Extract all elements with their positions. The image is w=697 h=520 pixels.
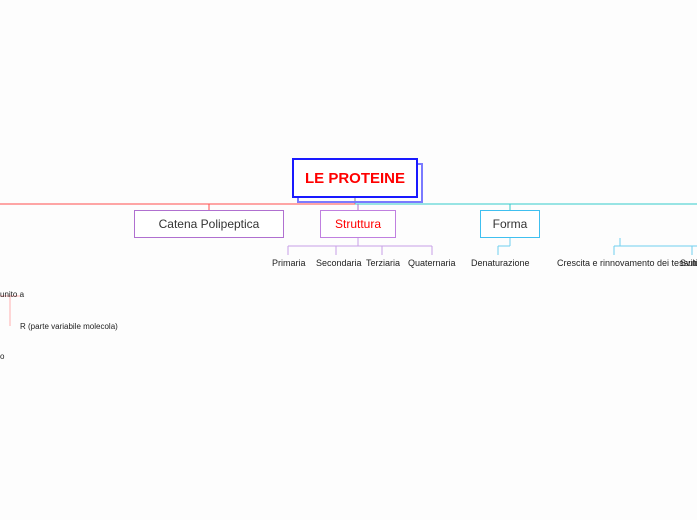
category-forma-label: Forma [493,217,528,231]
category-struttura-label: Struttura [335,217,381,231]
fragment-unito-label: unito a [0,290,24,299]
leaf-secondaria[interactable]: Secondaria [316,258,362,268]
fragment-rparte-label: R (parte variabile molecola) [20,322,118,331]
leaf-secondaria-label: Secondaria [316,258,362,268]
leaf-terziaria-label: Terziaria [366,258,400,268]
leaf-quaternaria-label: Quaternaria [408,258,456,268]
leaf-svilup-label: Svilup [680,258,697,268]
fragment-rparte: R (parte variabile molecola) [20,322,118,331]
fragment-o-label: o [0,352,4,361]
root-node[interactable]: LE PROTEINE [292,158,418,198]
category-forma[interactable]: Forma [480,210,540,238]
category-catena-label: Catena Polipeptica [159,217,260,231]
fragment-o: o [0,352,4,361]
leaf-denaturazione-label: Denaturazione [471,258,530,268]
leaf-crescita[interactable]: Crescita e rinnovamento dei tessuti [557,258,697,268]
category-struttura[interactable]: Struttura [320,210,396,238]
leaf-primaria[interactable]: Primaria [272,258,306,268]
leaf-denaturazione[interactable]: Denaturazione [471,258,530,268]
category-catena[interactable]: Catena Polipeptica [134,210,284,238]
leaf-primaria-label: Primaria [272,258,306,268]
leaf-terziaria[interactable]: Terziaria [366,258,400,268]
leaf-crescita-label: Crescita e rinnovamento dei tessuti [557,258,697,268]
fragment-unito: unito a [0,290,24,299]
leaf-svilup[interactable]: Svilup [680,258,697,268]
root-label: LE PROTEINE [305,170,405,187]
leaf-quaternaria[interactable]: Quaternaria [408,258,456,268]
